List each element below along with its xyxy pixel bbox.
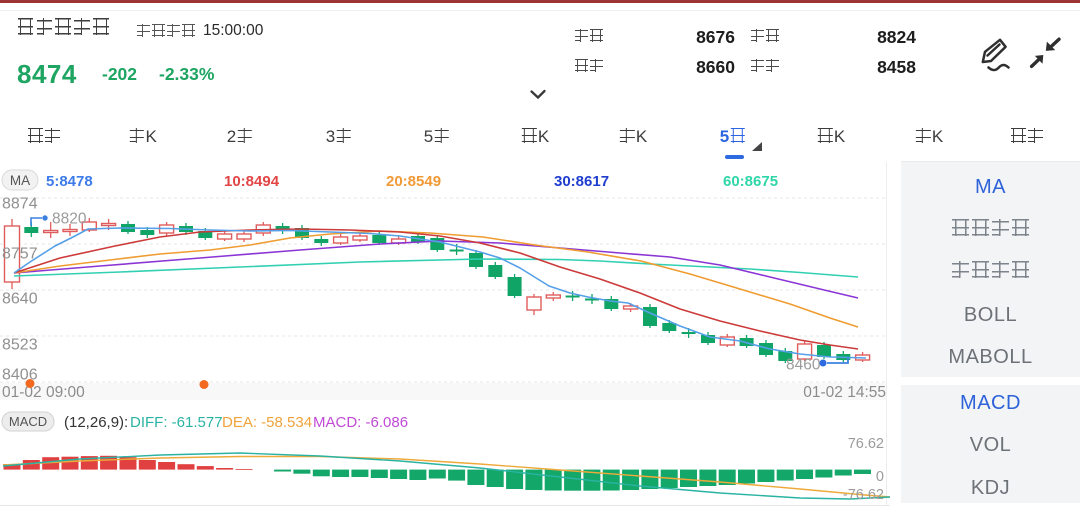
- svg-text:(12,26,9):: (12,26,9):: [64, 414, 128, 431]
- svg-text:10:8494: 10:8494: [224, 173, 280, 190]
- svg-text:5:8478: 5:8478: [46, 173, 93, 190]
- svg-text:8460: 8460: [786, 357, 821, 374]
- svg-text:MA: MA: [10, 173, 30, 188]
- svg-text:20:8549: 20:8549: [386, 173, 441, 190]
- svg-text:DIFF: -61.577: DIFF: -61.577: [130, 414, 223, 431]
- svg-text:01-02 14:55: 01-02 14:55: [803, 384, 886, 401]
- svg-text:8820: 8820: [52, 211, 87, 228]
- svg-text:8523: 8523: [2, 337, 38, 354]
- svg-text:01-02 09:00: 01-02 09:00: [2, 384, 85, 401]
- svg-text:MACD: MACD: [9, 414, 47, 429]
- svg-text:0: 0: [876, 469, 884, 485]
- svg-text:76.62: 76.62: [848, 436, 884, 452]
- svg-text:8874: 8874: [2, 196, 38, 213]
- svg-text:8757: 8757: [2, 246, 38, 263]
- svg-text:60:8675: 60:8675: [723, 173, 778, 190]
- svg-text:30:8617: 30:8617: [554, 173, 609, 190]
- svg-text:MACD: -6.086: MACD: -6.086: [313, 414, 408, 431]
- svg-text:DEA: -58.534: DEA: -58.534: [222, 414, 312, 431]
- svg-text:8640: 8640: [2, 291, 38, 308]
- svg-text:-76.62: -76.62: [843, 487, 884, 503]
